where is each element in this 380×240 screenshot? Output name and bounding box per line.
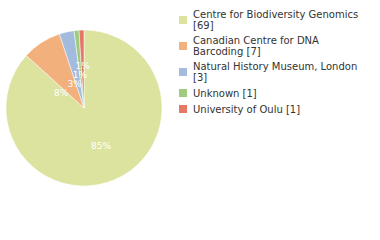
svg-text:[69]: [69] xyxy=(193,20,214,31)
svg-text:Centre for Biodiversity Genomi: Centre for Biodiversity Genomics xyxy=(193,9,361,20)
svg-text:Barcoding [7]: Barcoding [7] xyxy=(193,46,261,57)
svg-text:Canadian Centre for DNA: Canadian Centre for DNA xyxy=(193,35,322,46)
svg-text:1%: 1% xyxy=(76,61,91,71)
svg-text:85%: 85% xyxy=(91,141,111,151)
svg-text:University of Oulu [1]: University of Oulu [1] xyxy=(193,104,300,115)
svg-text:Natural History Museum, London: Natural History Museum, London xyxy=(193,61,360,72)
svg-text:8%: 8% xyxy=(54,88,69,98)
svg-text:3%: 3% xyxy=(68,79,83,89)
svg-text:Unknown [1]: Unknown [1] xyxy=(193,88,257,99)
svg-text:1%: 1% xyxy=(73,70,88,80)
svg-text:[3]: [3] xyxy=(193,72,207,83)
